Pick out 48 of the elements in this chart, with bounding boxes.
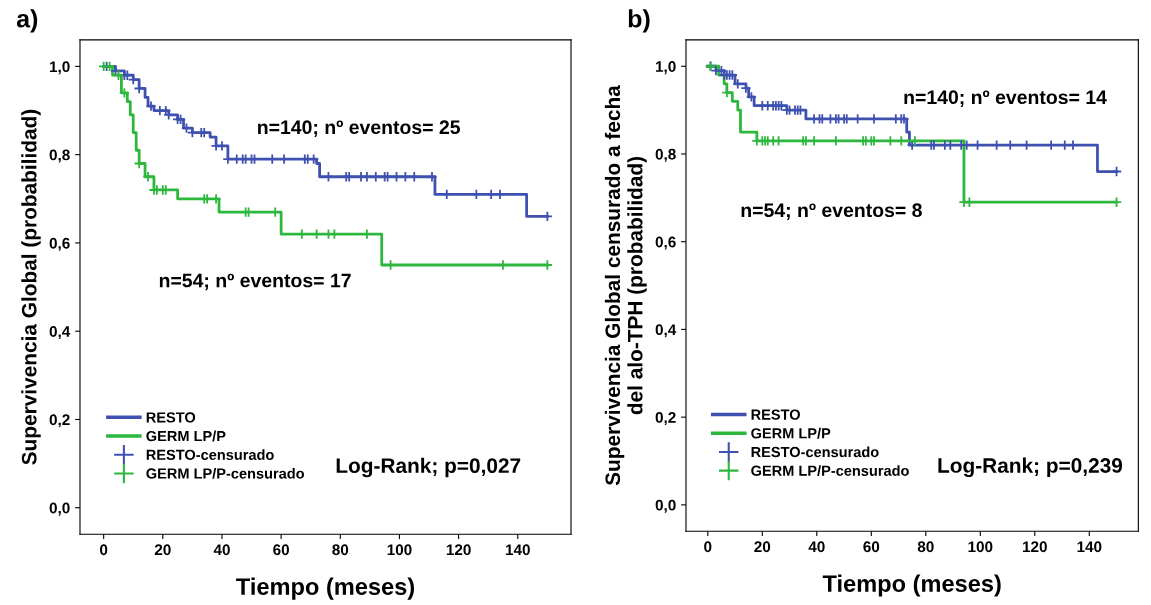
x-tick-label: 80 xyxy=(332,544,349,556)
x-tick-label: 140 xyxy=(1077,541,1102,553)
annotation: n=54; nº eventos= 8 xyxy=(741,203,922,220)
legend-label: RESTO xyxy=(146,412,196,423)
y-tick-label: 0,8 xyxy=(49,149,70,163)
legend-label: GERM LP/P-censurado xyxy=(751,465,909,477)
x-tick-label: 140 xyxy=(505,544,530,556)
annotation: n=140; nº eventos= 14 xyxy=(904,90,1107,107)
x-tick-label: 0 xyxy=(100,544,108,556)
y-tick-label: 0,4 xyxy=(655,324,677,338)
y-tick-label: 0,0 xyxy=(655,499,676,513)
legend-label: GERM LP/P xyxy=(146,430,226,442)
x-tick-label: 100 xyxy=(387,544,412,556)
x-tick-label: 120 xyxy=(1023,541,1047,553)
legend-label: RESTO xyxy=(751,409,800,420)
legend-label: GERM LP/P xyxy=(751,427,831,439)
y-axis-title: Supervivencia Global (probabilidad) xyxy=(21,109,41,465)
chart-title: a) xyxy=(16,9,38,33)
legend-label: GERM LP/P-censurado xyxy=(146,467,305,479)
x-axis-title: Tiempo (meses) xyxy=(236,577,415,600)
legend-label: RESTO-censurado xyxy=(751,446,879,458)
x-tick-label: 100 xyxy=(968,541,993,553)
x-tick-label: 60 xyxy=(273,544,290,556)
y-tick-label: 0,0 xyxy=(49,502,70,516)
x-tick-label: 20 xyxy=(154,544,171,556)
x-tick-label: 0 xyxy=(704,541,712,553)
x-tick-label: 40 xyxy=(213,544,230,556)
annotation: Log-Rank; p=0,027 xyxy=(336,457,521,478)
x-tick-label: 120 xyxy=(446,544,471,556)
y-tick-label: 1,0 xyxy=(50,61,70,75)
y-tick-label: 0,8 xyxy=(655,148,676,162)
annotation: n=140; nº eventos= 25 xyxy=(258,120,461,137)
x-axis-title: Tiempo (meses) xyxy=(822,574,1001,597)
annotation: n=54; nº eventos= 17 xyxy=(159,273,351,291)
y-tick-label: 0,4 xyxy=(49,326,71,340)
x-tick-label: 20 xyxy=(754,541,771,553)
x-tick-label: 40 xyxy=(808,541,825,553)
x-tick-label: 60 xyxy=(863,541,880,553)
y-tick-label: 0,6 xyxy=(49,237,70,251)
chart-title: b) xyxy=(628,9,650,33)
y-tick-label: 1,0 xyxy=(656,61,676,75)
y-tick-label: 0,6 xyxy=(655,236,676,250)
x-tick-label: 80 xyxy=(917,541,934,553)
y-tick-label: 0,2 xyxy=(655,412,676,426)
y-tick-label: 0,2 xyxy=(49,414,70,428)
annotation: Log-Rank; p=0,239 xyxy=(938,457,1123,478)
y-axis-title: Supervivencia Global censurado a fecha del alo-TPH (probabilidad) xyxy=(604,85,647,486)
legend-label: RESTO-censurado xyxy=(146,449,274,460)
